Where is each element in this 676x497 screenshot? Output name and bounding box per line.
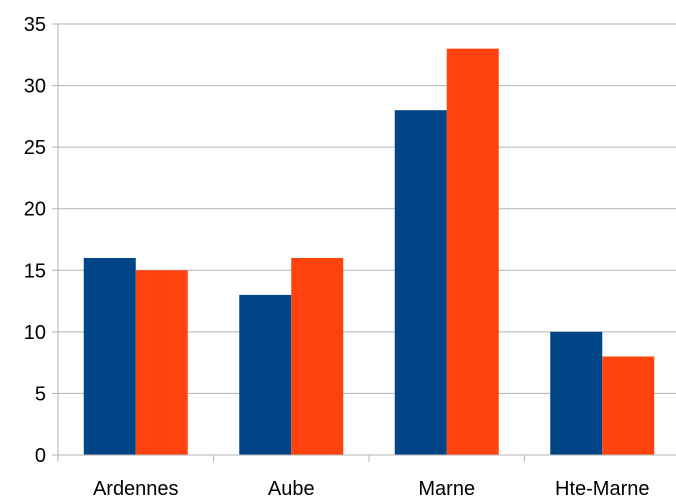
- y-tick-label-0: 0: [35, 445, 46, 467]
- bar-ardennes-series-1: [83, 257, 136, 455]
- y-tick-label-10: 10: [24, 322, 46, 344]
- y-tick-label-30: 30: [24, 76, 46, 98]
- axes: [57, 24, 676, 462]
- y-tick-label-35: 35: [24, 14, 46, 36]
- y-tick-label-25: 25: [24, 137, 46, 159]
- category-label-marne: Marne: [418, 478, 475, 497]
- bars: [83, 48, 655, 455]
- y-tick-label-5: 5: [35, 383, 46, 405]
- category-labels: Ardennes Aube Marne Hte-Marne: [93, 478, 650, 497]
- y-tick-label-15: 15: [24, 260, 46, 282]
- category-label-aube: Aube: [268, 478, 315, 497]
- bar-ardennes-series-2: [135, 270, 188, 455]
- bar-aube-series-1: [239, 294, 292, 455]
- bar-hte-marne-series-1: [550, 331, 603, 455]
- bar-hte-marne-series-2: [602, 356, 655, 455]
- bar-marne-series-1: [394, 110, 447, 455]
- y-tick-label-20: 20: [24, 199, 46, 221]
- y-tick-labels: 0 5 10 15 20 25 30 35: [24, 14, 46, 467]
- bar-marne-series-2: [446, 48, 499, 455]
- category-label-ardennes: Ardennes: [93, 478, 179, 497]
- bar-aube-series-2: [291, 257, 344, 455]
- category-label-hte-marne: Hte-Marne: [555, 478, 649, 497]
